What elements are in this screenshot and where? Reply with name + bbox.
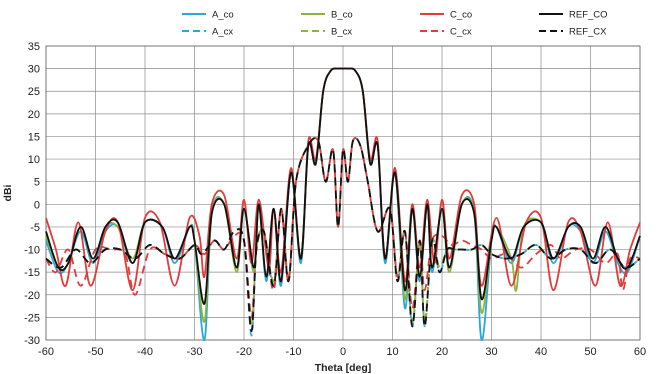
legend-label-ref-cx: REF_CX (569, 27, 607, 38)
y-axis-title: dBi (2, 184, 14, 201)
legend-label-c-co: C_co (450, 10, 472, 21)
legend-label-b-co: B_co (331, 10, 353, 21)
y-tick-label: 15 (28, 131, 40, 143)
series-layer (45, 67, 641, 341)
y-tick-label: -30 (24, 335, 40, 347)
y-tick-label: 30 (28, 64, 40, 76)
x-tick-label: 40 (535, 346, 547, 358)
y-tick-label: 10 (28, 154, 40, 166)
x-tick-label: 30 (485, 346, 497, 358)
x-axis-title: Theta [deg] (315, 362, 372, 374)
x-tick-label: -20 (236, 346, 252, 358)
y-tick-label: 25 (28, 86, 40, 98)
x-tick-label: -50 (88, 346, 104, 358)
y-tick-label: -20 (24, 290, 40, 302)
y-tick-label: -15 (24, 267, 40, 279)
x-tick-label: -60 (38, 346, 54, 358)
x-tick-label: 50 (584, 346, 596, 358)
legend-label-a-co: A_co (212, 10, 234, 21)
x-tick-label: -30 (187, 346, 203, 358)
y-tick-label: 20 (28, 109, 40, 121)
legend-label-ref-co: REF_CO (569, 10, 608, 21)
y-tick-label: 0 (34, 199, 40, 211)
legend-label-b-cx: B_cx (331, 27, 352, 38)
x-tick-label: 0 (340, 346, 346, 358)
grid (45, 45, 641, 341)
series-line-ref-co (45, 67, 641, 305)
y-tick-label: -5 (30, 222, 40, 234)
y-tick-label: -10 (24, 245, 40, 257)
x-tick-label: 20 (436, 346, 448, 358)
series-line-ref-cx (45, 137, 641, 332)
x-tick-label: 10 (386, 346, 398, 358)
x-tick-label: -40 (137, 346, 153, 358)
y-tick-label: 5 (34, 177, 40, 189)
legend: A_co A_cx B_co B_cx C_co C_cx REF_CO REF_CX (182, 10, 608, 38)
tick-labels: -60 -50 -40 -30 -20 -10 0 10 20 30 40 50 60353025201… (24, 41, 646, 358)
legend-label-c-cx: C_cx (450, 27, 472, 38)
plot-frame (45, 45, 641, 341)
x-tick-label: -10 (286, 346, 302, 358)
legend-label-a-cx: A_cx (212, 27, 233, 38)
y-tick-label: -25 (24, 312, 40, 324)
x-tick-label: 60 (634, 346, 646, 358)
y-tick-label: 35 (28, 41, 40, 53)
